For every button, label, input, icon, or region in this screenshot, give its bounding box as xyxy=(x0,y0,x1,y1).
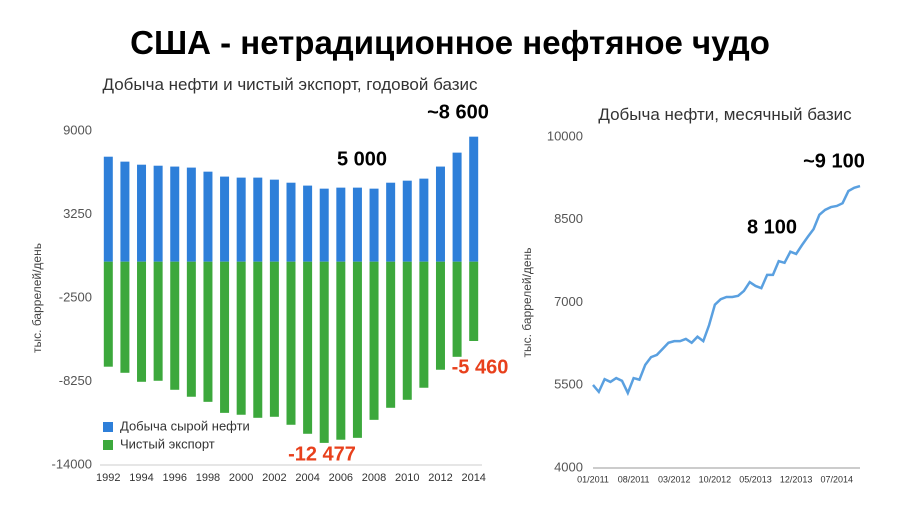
bar xyxy=(269,179,279,262)
bar xyxy=(120,161,130,262)
bar xyxy=(186,167,196,262)
bar xyxy=(452,152,462,262)
x-tick-label: 10/2012 xyxy=(699,474,732,484)
bar xyxy=(253,261,263,418)
bar xyxy=(170,261,180,390)
y-tick-label: 5500 xyxy=(554,377,583,392)
bar xyxy=(236,261,246,415)
bar xyxy=(269,261,279,417)
x-tick-label: 2012 xyxy=(428,472,452,484)
x-tick-label: 2006 xyxy=(329,472,353,484)
bar xyxy=(352,261,362,438)
bar xyxy=(369,261,379,420)
bar xyxy=(153,165,163,262)
bar xyxy=(336,187,346,262)
x-tick-label: 1994 xyxy=(129,472,153,484)
bar xyxy=(137,164,147,262)
annotation: -5 460 xyxy=(452,356,509,378)
x-tick-label: 2000 xyxy=(229,472,253,484)
chart-title: Добыча нефти, месячный базис xyxy=(598,105,852,124)
bar xyxy=(186,261,196,397)
x-tick-label: 2014 xyxy=(461,472,485,484)
bar xyxy=(402,261,412,400)
bar xyxy=(203,261,213,402)
x-tick-label: 1992 xyxy=(96,472,120,484)
y-tick-label: 9000 xyxy=(63,122,92,137)
x-tick-label: 01/2011 xyxy=(577,474,609,484)
bar xyxy=(469,261,479,341)
annotation: -12 477 xyxy=(288,443,356,465)
bar xyxy=(319,261,329,443)
x-tick-label: 1996 xyxy=(162,472,186,484)
bar xyxy=(286,182,296,262)
x-tick-label: 12/2013 xyxy=(780,474,813,484)
bar xyxy=(402,180,412,262)
y-tick-label: -8250 xyxy=(59,373,92,388)
page-title: США - нетрадиционное нефтяное чудо xyxy=(130,24,770,61)
x-tick-label: 07/2014 xyxy=(821,474,854,484)
bar xyxy=(386,182,396,262)
bar xyxy=(286,261,296,425)
bar xyxy=(319,188,329,262)
annotation: 5 000 xyxy=(337,148,387,170)
bar xyxy=(352,187,362,262)
legend-swatch xyxy=(103,422,113,432)
y-tick-label: 3250 xyxy=(63,206,92,221)
x-tick-label: 2004 xyxy=(295,472,319,484)
legend-label: Добыча сырой нефти xyxy=(120,418,250,433)
bar xyxy=(303,185,313,262)
bar xyxy=(253,177,263,262)
bar xyxy=(220,261,230,413)
bar xyxy=(236,177,246,262)
y-tick-label: -14000 xyxy=(52,456,92,471)
bar xyxy=(220,176,230,262)
y-tick-label: 4000 xyxy=(554,459,583,474)
bar xyxy=(137,261,147,382)
x-tick-label: 08/2011 xyxy=(618,474,650,484)
chart-title: Добыча нефти и чистый экспорт, годовой б… xyxy=(102,75,478,94)
legend-swatch xyxy=(103,440,113,450)
bar xyxy=(170,166,180,262)
y-tick-label: 7000 xyxy=(554,294,583,309)
bar xyxy=(435,261,445,370)
bar xyxy=(386,261,396,408)
x-tick-label: 03/2012 xyxy=(658,474,691,484)
y-tick-label: -2500 xyxy=(59,289,92,304)
bar xyxy=(203,171,213,262)
bar xyxy=(153,261,163,381)
bar xyxy=(419,178,429,262)
annotation: ~8 600 xyxy=(427,101,489,123)
x-tick-label: 05/2013 xyxy=(739,474,772,484)
bar xyxy=(103,261,113,367)
bar xyxy=(120,261,130,373)
bar xyxy=(452,261,462,357)
x-tick-label: 1998 xyxy=(196,472,220,484)
bar xyxy=(369,188,379,262)
y-tick-label: 10000 xyxy=(547,128,583,143)
x-tick-label: 2008 xyxy=(362,472,386,484)
bar xyxy=(419,261,429,388)
x-tick-label: 2002 xyxy=(262,472,286,484)
bar xyxy=(303,261,313,434)
x-tick-label: 2010 xyxy=(395,472,419,484)
annotation: 8 100 xyxy=(747,216,797,238)
y-tick-label: 8500 xyxy=(554,211,583,226)
bar xyxy=(103,156,113,262)
bar xyxy=(469,136,479,262)
y-axis-label: тыс. баррелей/день xyxy=(520,248,534,358)
bar xyxy=(435,166,445,262)
annotation: ~9 100 xyxy=(803,150,865,172)
legend-label: Чистый экспорт xyxy=(120,436,215,451)
line xyxy=(592,184,861,397)
bar xyxy=(336,261,346,440)
y-axis-label: тыс. баррелей/день xyxy=(30,243,44,353)
